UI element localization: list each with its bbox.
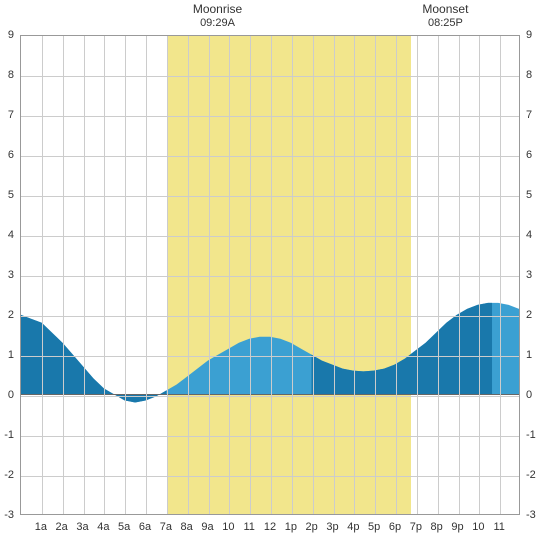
grid-hline [21,436,519,437]
grid-vline [42,36,43,514]
grid-hline [21,476,519,477]
y-tick-right-label: 9 [520,29,532,41]
grid-hline [21,156,519,157]
y-tick-right-label: 0 [520,389,532,401]
y-tick-right-label: 6 [520,149,532,161]
y-tick-left-label: -2 [4,469,20,481]
grid-vline [396,36,397,514]
x-tick-label: 9a [201,521,213,533]
x-tick-label: 9p [451,521,463,533]
y-tick-right-label: -3 [520,509,536,521]
moonset-time: 08:25P [428,17,463,29]
y-tick-right-label: 2 [520,309,532,321]
grid-hline [21,396,519,397]
y-tick-left-label: -3 [4,509,20,521]
y-tick-right-label: 1 [520,349,532,361]
grid-vline [209,36,210,514]
y-tick-left-label: 7 [8,109,20,121]
y-tick-right-label: 5 [520,189,532,201]
x-tick-label: 6p [389,521,401,533]
grid-vline [438,36,439,514]
x-tick-label: 4p [347,521,359,533]
y-tick-left-label: 9 [8,29,20,41]
y-tick-right-label: -1 [520,429,536,441]
tide-chart: 1a2a3a4a5a6a7a8a9a1011121p2p3p4p5p6p7p8p… [0,0,550,550]
y-tick-left-label: 5 [8,189,20,201]
x-tick-label: 8p [431,521,443,533]
grid-hline [21,116,519,117]
grid-hline [21,276,519,277]
y-tick-left-label: 0 [8,389,20,401]
y-tick-left-label: 6 [8,149,20,161]
grid-vline [125,36,126,514]
x-tick-label: 4a [97,521,109,533]
grid-vline [84,36,85,514]
moonrise-time: 09:29A [200,17,235,29]
plot-area [20,35,520,515]
moonset-label: Moonset [422,2,468,16]
x-tick-label: 12 [264,521,276,533]
grid-hline [21,76,519,77]
x-tick-label: 1p [285,521,297,533]
grid-vline [167,36,168,514]
x-tick-label: 11 [243,521,254,533]
grid-vline [146,36,147,514]
y-tick-right-label: 7 [520,109,532,121]
grid-vline [479,36,480,514]
x-tick-label: 10 [472,521,484,533]
x-tick-label: 2a [56,521,68,533]
grid-vline [334,36,335,514]
x-tick-label: 1a [35,521,47,533]
grid-vline [271,36,272,514]
x-tick-label: 3p [326,521,338,533]
grid-vline [354,36,355,514]
y-tick-left-label: 1 [8,349,20,361]
x-tick-label: 7a [160,521,172,533]
grid-vline [292,36,293,514]
tide-area-series [21,36,519,514]
x-tick-label: 8a [181,521,193,533]
y-tick-left-label: 8 [8,69,20,81]
x-tick-label: 7p [410,521,422,533]
x-tick-label: 11 [493,521,504,533]
x-tick-label: 5p [368,521,380,533]
grid-vline [459,36,460,514]
x-tick-label: 3a [76,521,88,533]
grid-vline [188,36,189,514]
y-tick-left-label: 4 [8,229,20,241]
y-tick-right-label: -2 [520,469,536,481]
grid-hline [21,196,519,197]
grid-hline [21,236,519,237]
grid-vline [63,36,64,514]
grid-vline [250,36,251,514]
grid-hline [21,356,519,357]
x-tick-label: 10 [222,521,234,533]
grid-hline [21,316,519,317]
x-tick-label: 2p [306,521,318,533]
grid-vline [229,36,230,514]
grid-vline [104,36,105,514]
y-tick-right-label: 4 [520,229,532,241]
grid-vline [500,36,501,514]
y-tick-right-label: 3 [520,269,532,281]
y-tick-right-label: 8 [520,69,532,81]
grid-vline [313,36,314,514]
grid-vline [375,36,376,514]
moonrise-label: Moonrise [193,2,242,16]
grid-vline [417,36,418,514]
y-tick-left-label: -1 [4,429,20,441]
x-tick-label: 5a [118,521,130,533]
y-tick-left-label: 3 [8,269,20,281]
y-tick-left-label: 2 [8,309,20,321]
x-tick-label: 6a [139,521,151,533]
